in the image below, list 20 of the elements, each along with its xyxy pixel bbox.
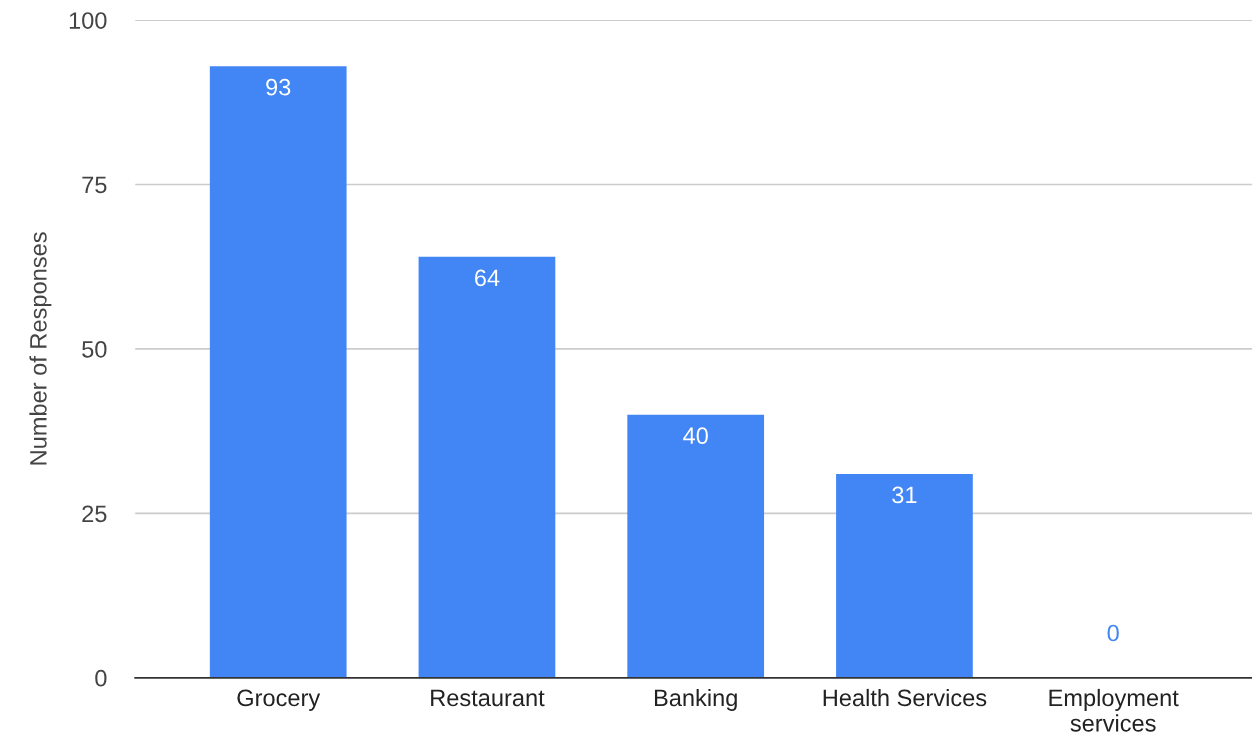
y-tick-label: 25 [82, 505, 107, 523]
y-axis-title: Number of Responses [29, 232, 52, 465]
y-tick-label: 50 [82, 341, 107, 358]
bar [627, 414, 765, 678]
y-tick-label: 100 [69, 12, 107, 29]
data-label: 0 [1107, 624, 1119, 642]
x-tick-label: Employment services [1049, 688, 1179, 732]
x-tick-label: Health Services [823, 688, 987, 707]
y-tick-label: 75 [82, 176, 107, 194]
bar [209, 66, 347, 678]
y-tick-label: 0 [95, 669, 107, 687]
bar [836, 473, 973, 678]
bar [418, 256, 556, 678]
x-tick-label: Banking [654, 688, 737, 711]
x-tick-label: Restaurant [431, 689, 545, 707]
data-label: 31 [892, 486, 917, 504]
data-label: 64 [475, 269, 500, 287]
data-label: 40 [683, 427, 708, 445]
x-tick-label: Grocery [237, 689, 321, 711]
data-label: 93 [266, 78, 291, 96]
